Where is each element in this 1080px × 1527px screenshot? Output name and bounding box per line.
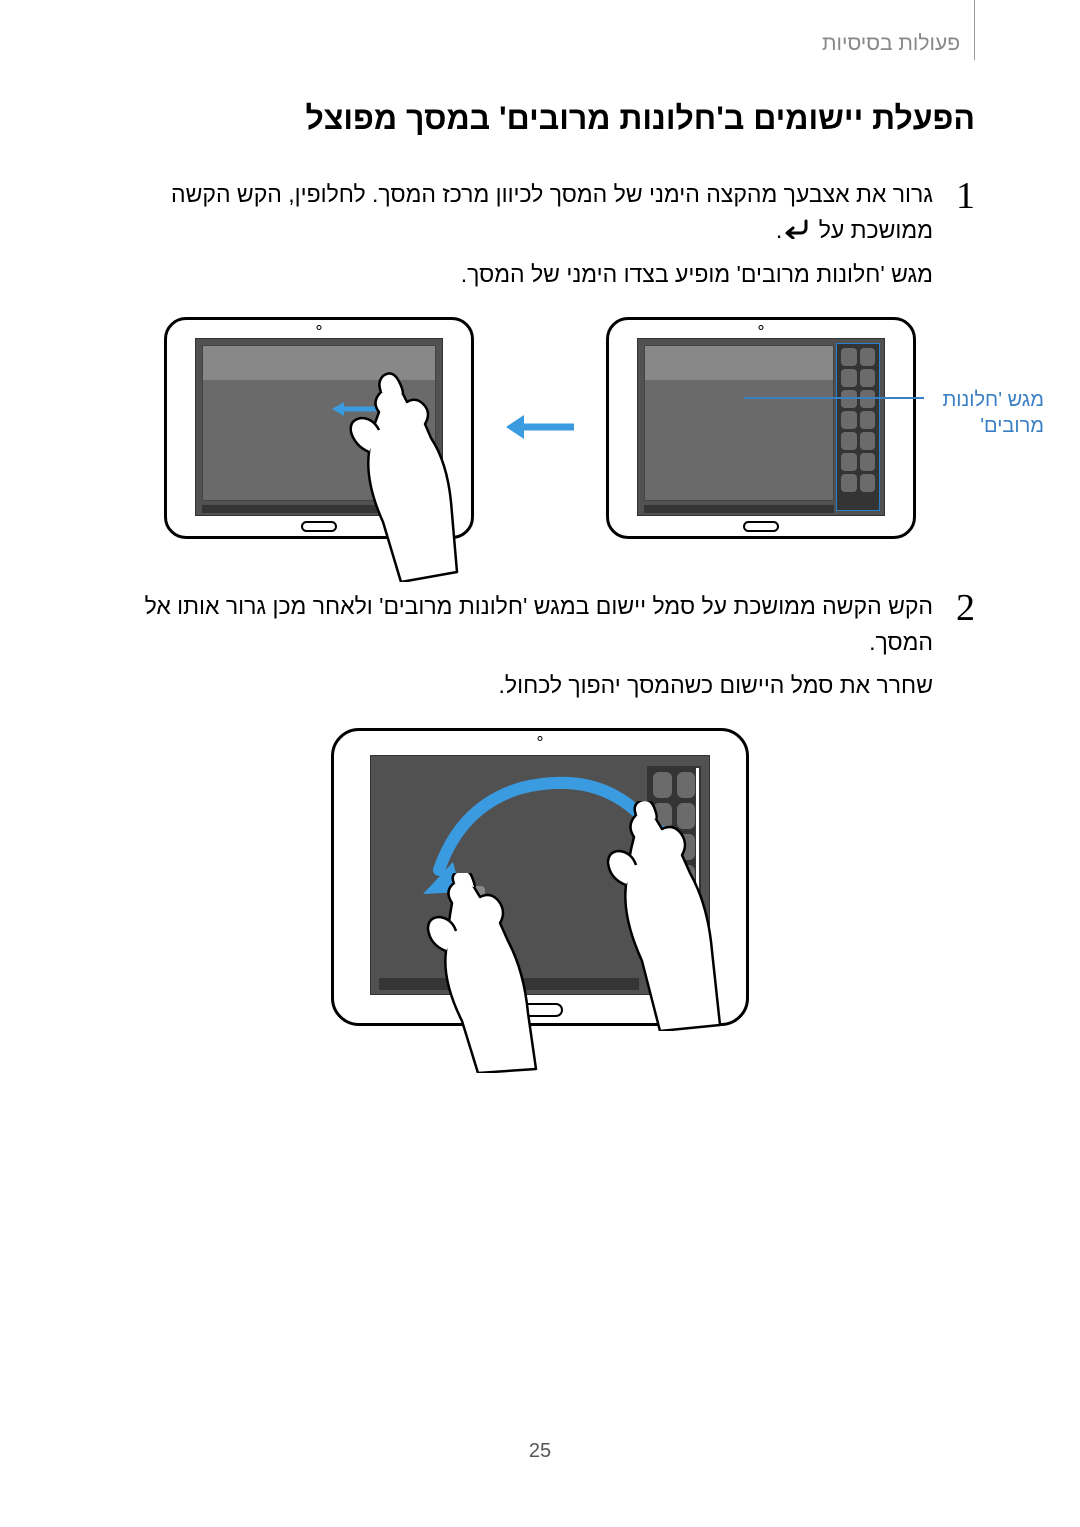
step-1-subtext: מגש 'חלונות מרובים' מופיע בצדו הימני של … — [105, 257, 933, 293]
taskbar — [644, 505, 834, 513]
tablet-left — [606, 317, 916, 539]
tablet-big — [331, 728, 749, 1026]
tray-icon — [860, 390, 876, 408]
step-2: 2 הקש הקשה ממושכת על סמל יישום במגש 'חלו… — [105, 589, 975, 660]
tray-icon — [860, 474, 876, 492]
tray-icon — [841, 411, 857, 429]
figure-2 — [105, 728, 975, 1026]
step-1: 1 גרור את אצבעך מהקצה הימני של המסך לכיו… — [105, 177, 975, 249]
camera-dot — [759, 325, 764, 330]
figure-1: מגש 'חלונות מרובים' — [105, 317, 975, 539]
camera-dot — [317, 325, 322, 330]
step-1-number: 1 — [947, 177, 975, 215]
step-2-number: 2 — [947, 589, 975, 627]
camera-dot — [538, 736, 543, 741]
section-title: הפעלת יישומים ב'חלונות מרובים' במסך מפוצ… — [105, 100, 975, 137]
step-1-body: גרור את אצבעך מהקצה הימני של המסך לכיוון… — [171, 181, 933, 243]
step-1-text: גרור את אצבעך מהקצה הימני של המסך לכיוון… — [105, 177, 933, 249]
step-2-subtext: שחרר את סמל היישום כשהמסך יהפוך לכחול. — [105, 668, 933, 704]
tray-icon — [860, 411, 876, 429]
callout-label: מגש 'חלונות מרובים' — [924, 387, 1044, 439]
return-icon — [782, 214, 812, 250]
page-number: 25 — [529, 1440, 551, 1463]
tray-icon — [860, 348, 876, 366]
callout-line — [744, 397, 924, 399]
tray-icon — [841, 390, 857, 408]
hand-target-icon — [414, 873, 554, 1073]
multiwindow-tray — [836, 343, 880, 511]
hand-tray-icon — [586, 801, 736, 1031]
tablet-screen — [637, 338, 885, 516]
tray-icon — [860, 453, 876, 471]
home-button — [743, 521, 779, 532]
tray-icon — [841, 348, 857, 366]
app-window — [644, 345, 834, 501]
tablet-left-wrap: מגש 'חלונות מרובים' — [606, 317, 916, 539]
tray-icon — [841, 369, 857, 387]
tray-icon — [841, 453, 857, 471]
hand-icon — [321, 372, 481, 582]
tray-icon — [677, 772, 696, 798]
tray-icon — [860, 432, 876, 450]
tray-icon — [841, 432, 857, 450]
callout-line-1: מגש 'חלונות — [942, 389, 1044, 411]
tablet-right — [164, 317, 474, 539]
page-content: הפעלת יישומים ב'חלונות מרובים' במסך מפוצ… — [105, 100, 975, 1066]
header-divider — [974, 0, 975, 60]
arrow-between-icon — [504, 407, 576, 447]
chapter-label: פעולות בסיסיות — [822, 32, 960, 56]
step-2-text: הקש הקשה ממושכת על סמל יישום במגש 'חלונו… — [105, 589, 933, 660]
tray-icon — [860, 369, 876, 387]
tray-icon — [841, 474, 857, 492]
callout-line-2: מרובים' — [980, 415, 1044, 437]
